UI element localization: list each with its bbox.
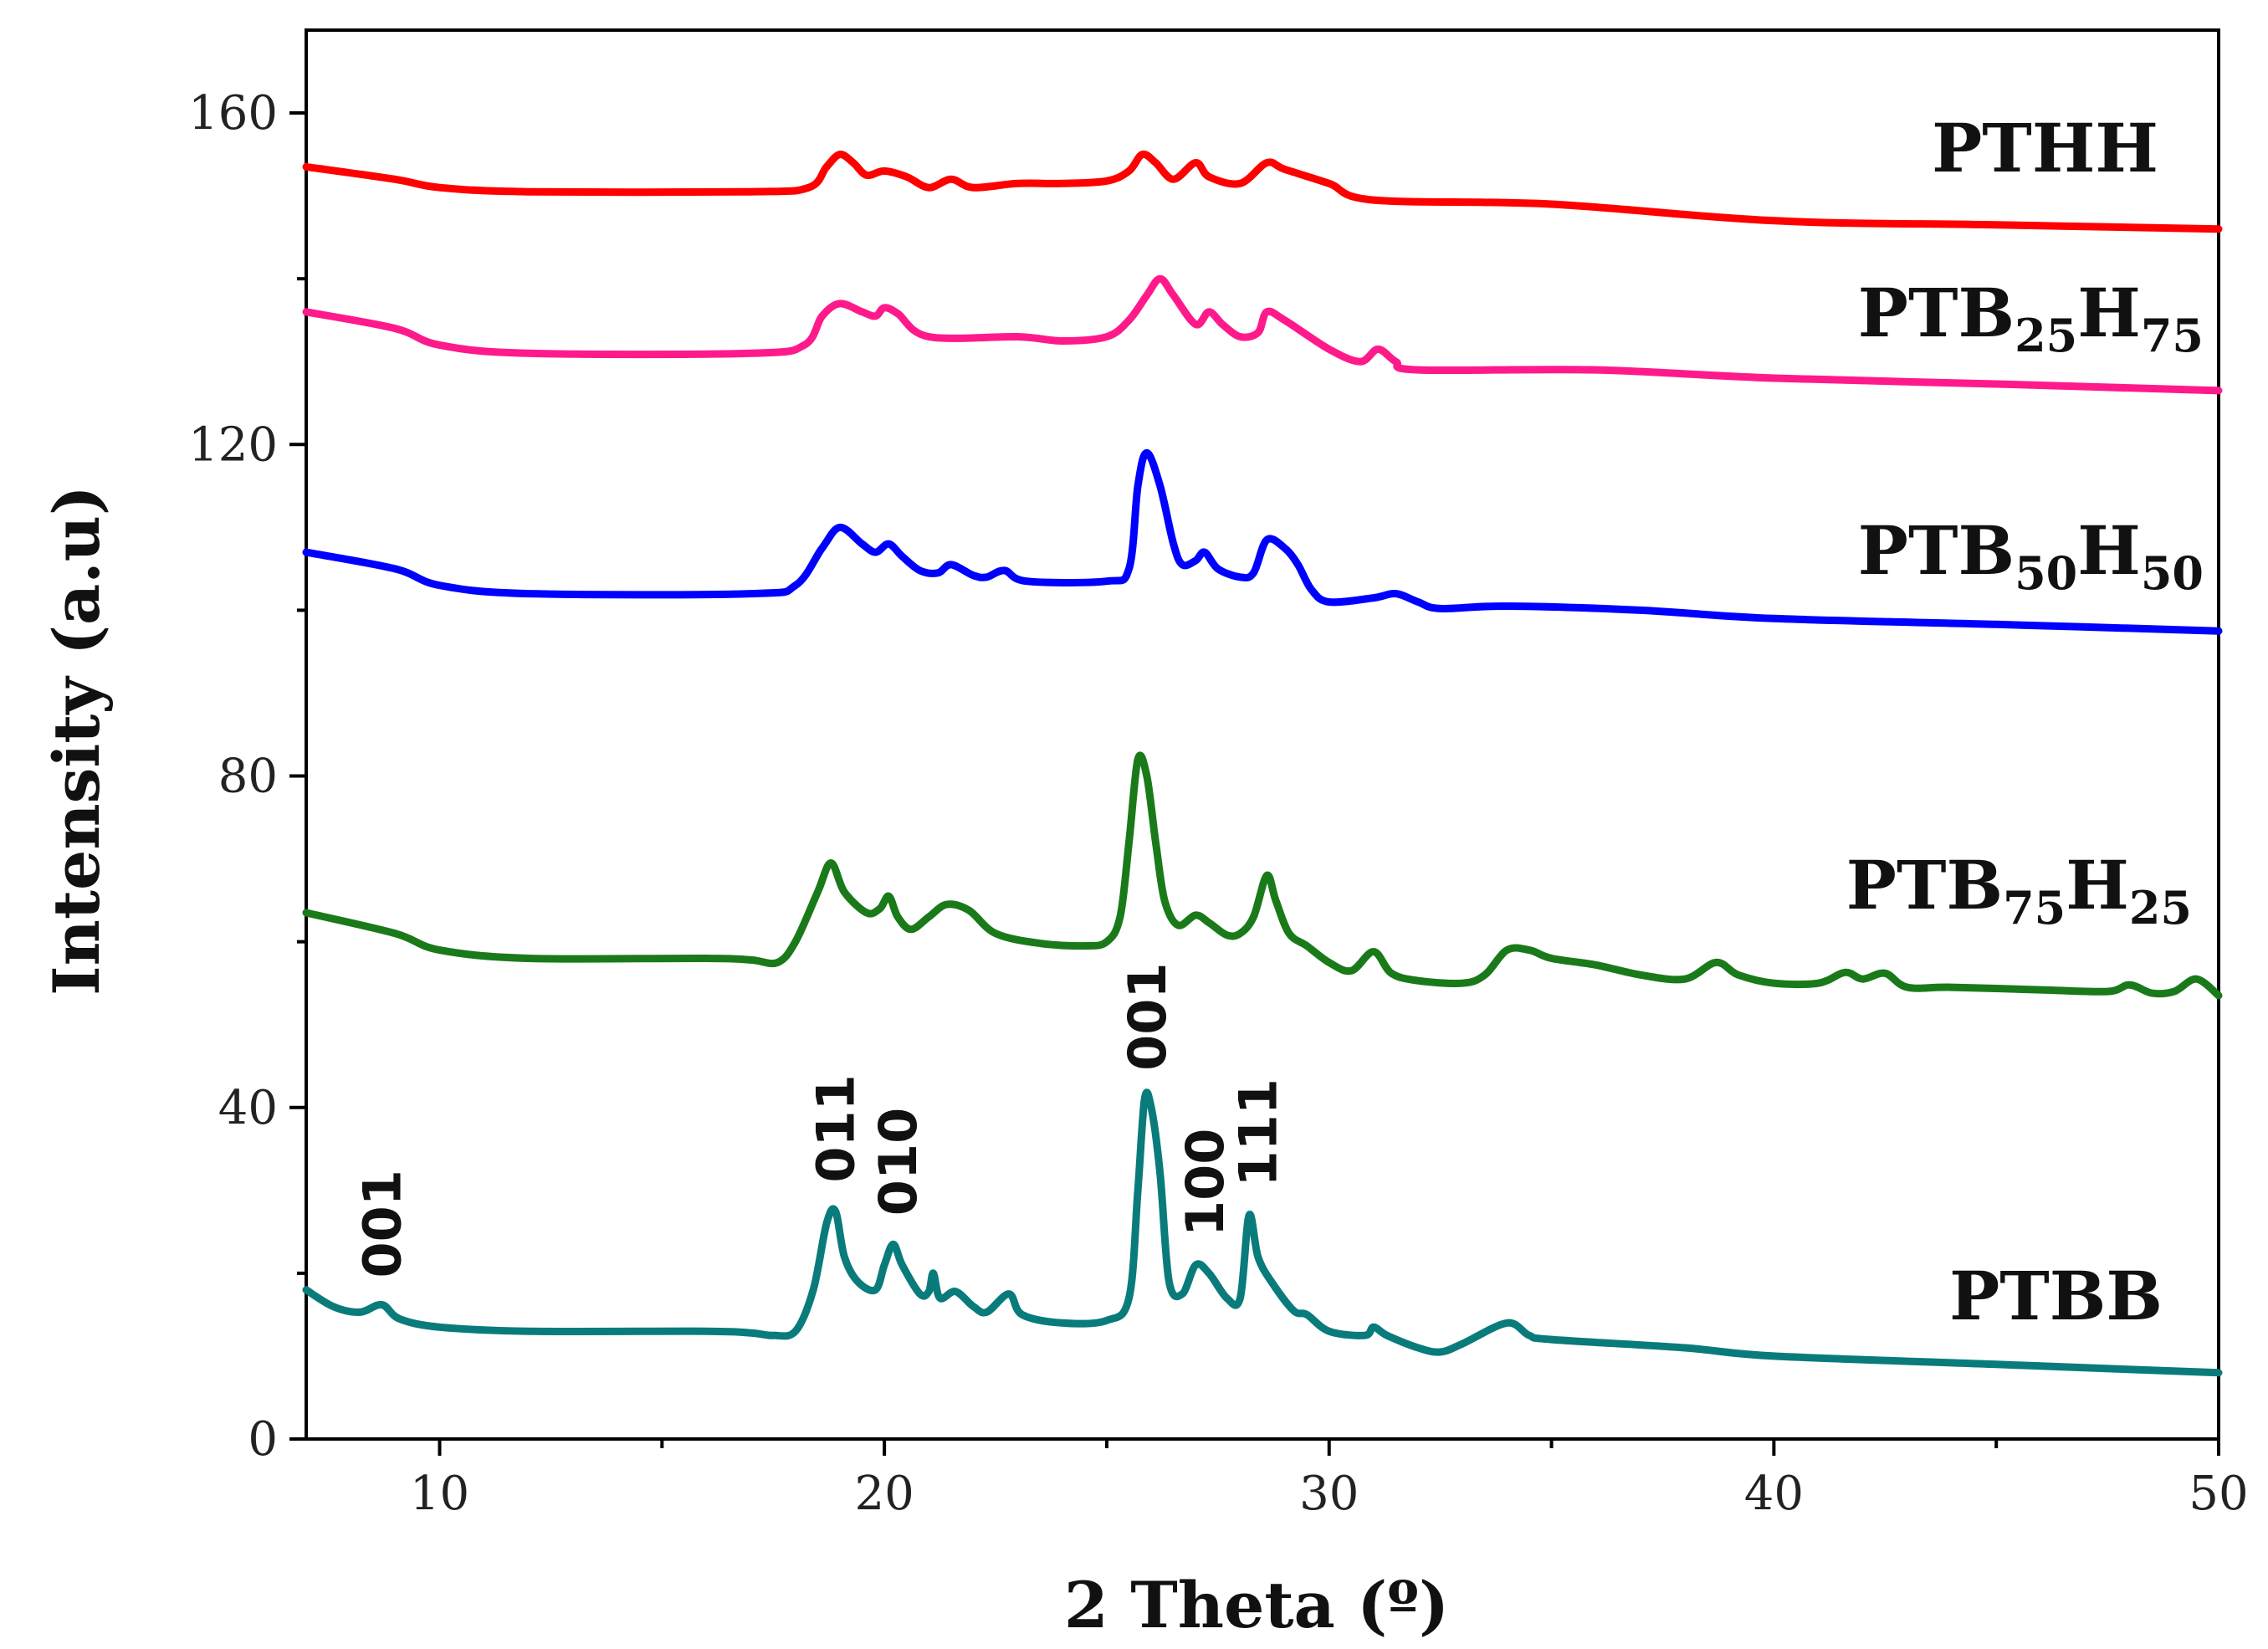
y-tick-label: 0 [248, 1412, 278, 1467]
peak-label: 001 [1117, 962, 1178, 1070]
series-label-ptb25h75: PTB25H75 [1858, 274, 2204, 362]
x-tick-label: 30 [1299, 1467, 1359, 1521]
y-tick-label: 120 [188, 417, 278, 472]
series-line-ptb25h75 [302, 274, 2223, 395]
peak-label: 100 [1175, 1129, 1236, 1237]
x-axis-title: 2 Theta (º) [1064, 1568, 1449, 1642]
series-line-ptbb [302, 1088, 2223, 1377]
plot-frame [305, 28, 2220, 1441]
x-tick-label: 50 [2189, 1467, 2248, 1521]
series-labels: PTHH PTB25H75 PTB50H50 PTB75H25 PTBB [1846, 109, 2204, 1335]
x-tick-label: 40 [1744, 1467, 1804, 1521]
x-tick-label: 10 [410, 1467, 469, 1521]
series-line-ptb75h25 [302, 751, 2223, 1000]
series-line-ptb50h50 [302, 448, 2223, 635]
y-tick-label: 160 [188, 86, 278, 141]
plot-axes: 10 20 30 40 50 0 40 80 120 160 [188, 28, 2249, 1521]
series-label-pthh: PTHH [1932, 109, 2158, 187]
y-tick-label: 80 [218, 750, 278, 804]
x-tick-label: 20 [854, 1467, 914, 1521]
series-layer [302, 150, 2223, 1377]
y-axis-title: Intensity (a.u) [39, 485, 114, 996]
series-label-ptb75h25: PTB75H25 [1846, 846, 2192, 935]
peak-label: 001 [351, 1170, 412, 1278]
series-label-ptbb: PTBB [1949, 1257, 2163, 1335]
peak-label: 010 [868, 1108, 929, 1216]
peak-label: 111 [1228, 1078, 1289, 1186]
peak-label: 011 [806, 1074, 867, 1182]
y-tick-label: 40 [218, 1081, 278, 1135]
series-label-ptb50h50: PTB50H50 [1858, 511, 2204, 600]
series-line-pthh [302, 150, 2223, 233]
